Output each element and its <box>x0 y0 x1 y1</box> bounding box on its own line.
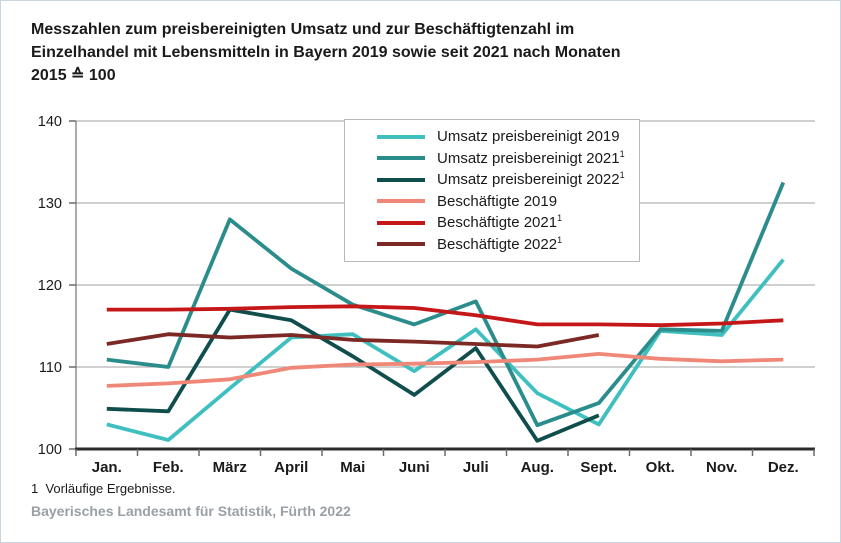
legend-item: Umsatz preisbereinigt 20221 <box>377 169 625 191</box>
legend-swatch <box>377 199 425 204</box>
legend-footnote-mark: 1 <box>619 170 625 181</box>
chart-title-unit: 2015 ≙ 100 <box>31 67 116 84</box>
x-axis-label-Feb: Feb. <box>153 459 184 476</box>
source-text: Bayerisches Landesamt für Statistik, Für… <box>31 503 351 519</box>
chart-title-line2: Einzelhandel mit Lebensmitteln in Bayern… <box>31 44 621 61</box>
x-axis-label-Jan: Jan. <box>92 459 122 476</box>
legend-footnote-mark: 1 <box>557 213 563 224</box>
x-axis-label-April: April <box>274 459 308 476</box>
series-line-besch-ftigte-2019 <box>106 352 784 388</box>
series-line-umsatz-preisbereinigt-2022 <box>106 307 600 443</box>
x-axis-label-Nov: Nov. <box>706 459 737 476</box>
legend-swatch <box>377 177 425 182</box>
legend-label: Beschäftigte 20221 <box>437 234 563 253</box>
legend-swatch <box>377 242 425 247</box>
legend-swatch <box>377 156 425 161</box>
legend-swatch <box>377 220 425 225</box>
legend-item: Umsatz preisbereinigt 20211 <box>377 148 625 170</box>
y-axis-label: 130 <box>38 196 62 212</box>
legend-label: Umsatz preisbereinigt 20221 <box>437 170 625 189</box>
legend-item: Beschäftigte 20211 <box>377 212 625 234</box>
legend-item: Umsatz preisbereinigt 2019 <box>377 126 625 148</box>
legend-label: Beschäftigte 2019 <box>437 192 558 210</box>
footnote: 1 Vorläufige Ergebnisse. <box>31 481 176 496</box>
legend-label: Beschäftigte 20211 <box>437 213 563 232</box>
y-axis-label: 140 <box>38 114 62 130</box>
y-axis-label: 120 <box>38 278 62 294</box>
series-line-umsatz-preisbereinigt-2019 <box>106 258 785 442</box>
x-axis-label-Dez: Dez. <box>768 459 799 476</box>
x-axis-label-März: März <box>213 459 247 476</box>
legend-footnote-mark: 1 <box>619 148 625 159</box>
legend-swatch <box>377 134 425 139</box>
legend-footnote-mark: 1 <box>557 234 563 245</box>
legend-label: Umsatz preisbereinigt 20211 <box>437 148 625 167</box>
legend-item: Beschäftigte 2019 <box>377 191 625 213</box>
series-line-besch-ftigte-2021 <box>106 304 784 328</box>
x-axis-label-Aug: Aug. <box>521 459 554 476</box>
x-axis-label-Sept: Sept. <box>580 459 617 476</box>
legend-label: Umsatz preisbereinigt 2019 <box>437 128 620 146</box>
y-axis-label: 110 <box>39 360 62 376</box>
legend-item: Beschäftigte 20221 <box>377 234 625 256</box>
chart-title: Messzahlen zum preisbereinigten Umsatz u… <box>31 18 821 87</box>
chart-title-line1: Messzahlen zum preisbereinigten Umsatz u… <box>31 21 575 38</box>
x-axis-label-Okt: Okt. <box>646 459 675 476</box>
legend: Umsatz preisbereinigt 2019 Umsatz preisbe… <box>344 119 640 262</box>
y-axis-label: 100 <box>38 442 62 458</box>
series-line-besch-ftigte-2022 <box>106 332 600 349</box>
x-axis-label-Juni: Juni <box>399 459 430 476</box>
x-axis-label-Juli: Juli <box>463 459 489 476</box>
x-axis-label-Mai: Mai <box>340 459 365 476</box>
